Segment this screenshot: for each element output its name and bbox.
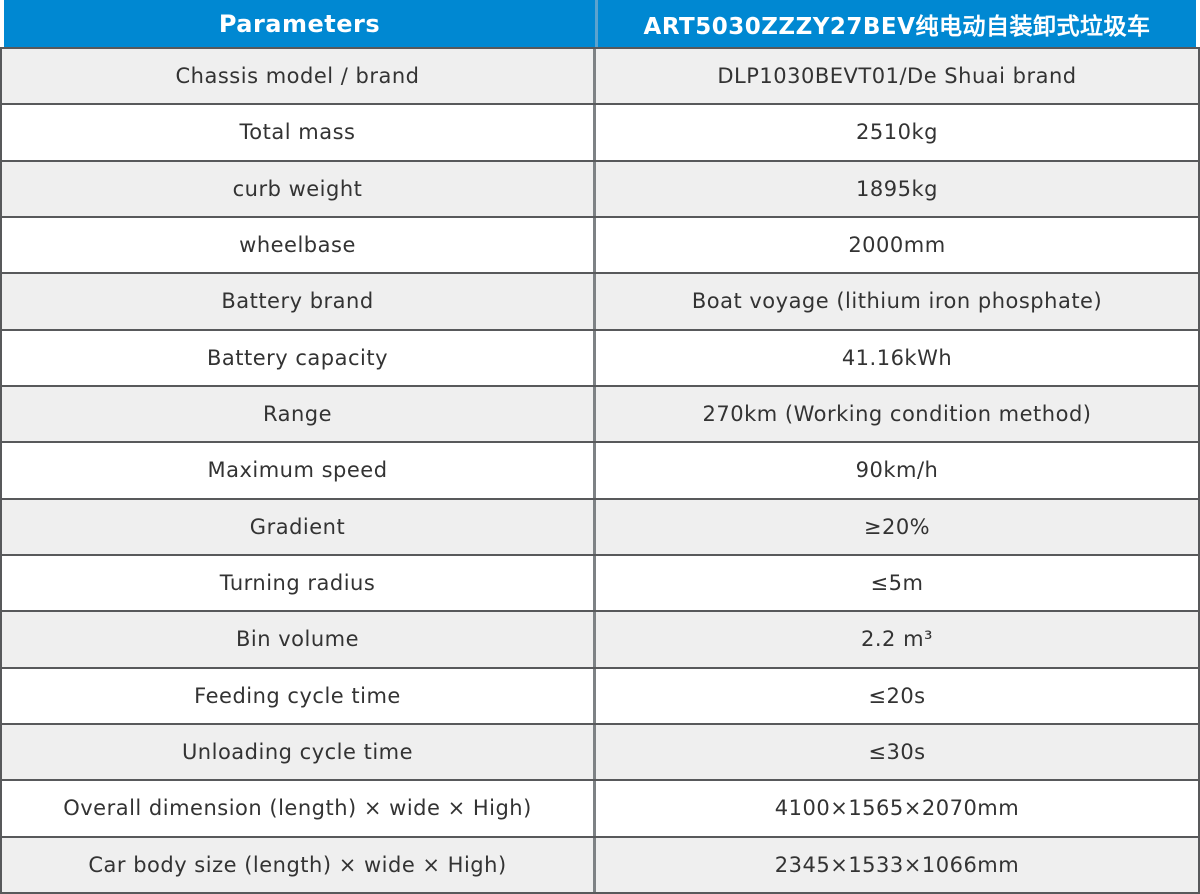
header-parameters-cell: Parameters — [4, 0, 598, 47]
table-row: Range 270km (Working condition method) — [2, 384, 1198, 442]
table-row: Turning radius ≤5m — [2, 553, 1198, 611]
table-row: Car body size (length) × wide × High) 23… — [2, 835, 1198, 892]
row-value: DLP1030BEVT01/De Shuai brand — [717, 64, 1077, 89]
row-value: ≥20% — [863, 514, 931, 539]
row-label: Battery capacity — [2, 330, 596, 385]
table-row: Total mass 2510kg — [2, 103, 1198, 160]
row-label: Total mass — [2, 105, 596, 160]
row-label: curb weight — [2, 161, 596, 216]
row-label: Battery brand — [2, 274, 596, 329]
table-row: Feeding cycle time ≤20s — [2, 666, 1198, 723]
row-value: 1895kg — [856, 176, 938, 201]
table-row: curb weight 1895kg — [2, 159, 1198, 216]
row-label: Unloading cycle time — [2, 724, 596, 780]
row-value: 2000mm — [848, 233, 946, 258]
row-value: ≤20s — [868, 683, 926, 708]
table-row: Battery capacity 41.16kWh — [2, 328, 1198, 385]
table-row: wheelbase 2000mm — [2, 215, 1198, 273]
row-label: Turning radius — [2, 555, 596, 611]
row-value: 4100×1565×2070mm — [774, 796, 1020, 821]
row-value: 41.16kWh — [841, 345, 953, 370]
row-label: wheelbase — [2, 217, 596, 273]
row-value: 2345×1533×1066mm — [774, 852, 1020, 877]
table-row: Chassis model / brand DLP1030BEVT01/De S… — [2, 49, 1198, 104]
row-label: Car body size (length) × wide × High) — [2, 837, 596, 892]
row-label: Overall dimension (length) × wide × High… — [2, 781, 596, 836]
table-row: Maximum speed 90km/h — [2, 441, 1198, 498]
header-model-title-cell: ART5030ZZZY27BEV纯电动自装卸式垃圾车 — [598, 0, 1196, 47]
row-value: 270km (Working condition method) — [702, 402, 1092, 427]
table-row: Bin volume 2.2 m³ — [2, 610, 1198, 667]
row-label: Feeding cycle time — [2, 668, 596, 723]
row-value: 2510kg — [856, 120, 938, 145]
table-header-row: Parameters ART5030ZZZY27BEV纯电动自装卸式垃圾车 — [4, 0, 1196, 47]
table-row: Gradient ≥20% — [2, 497, 1198, 554]
row-label: Chassis model / brand — [2, 49, 596, 104]
row-value: Boat voyage (lithium iron phosphate) — [691, 289, 1103, 314]
row-label: Bin volume — [2, 612, 596, 667]
row-value: ≤30s — [868, 740, 926, 765]
table-row: Battery brand Boat voyage (lithium iron … — [2, 272, 1198, 329]
row-label: Range — [2, 386, 596, 442]
row-value: 90km/h — [855, 458, 939, 483]
table-body: Chassis model / brand DLP1030BEVT01/De S… — [0, 47, 1200, 894]
row-label: Maximum speed — [2, 443, 596, 498]
table-row: Unloading cycle time ≤30s — [2, 722, 1198, 780]
row-label: Gradient — [2, 499, 596, 554]
table-row: Overall dimension (length) × wide × High… — [2, 779, 1198, 836]
row-value: 2.2 m³ — [861, 627, 933, 652]
row-value: ≤5m — [870, 571, 924, 596]
